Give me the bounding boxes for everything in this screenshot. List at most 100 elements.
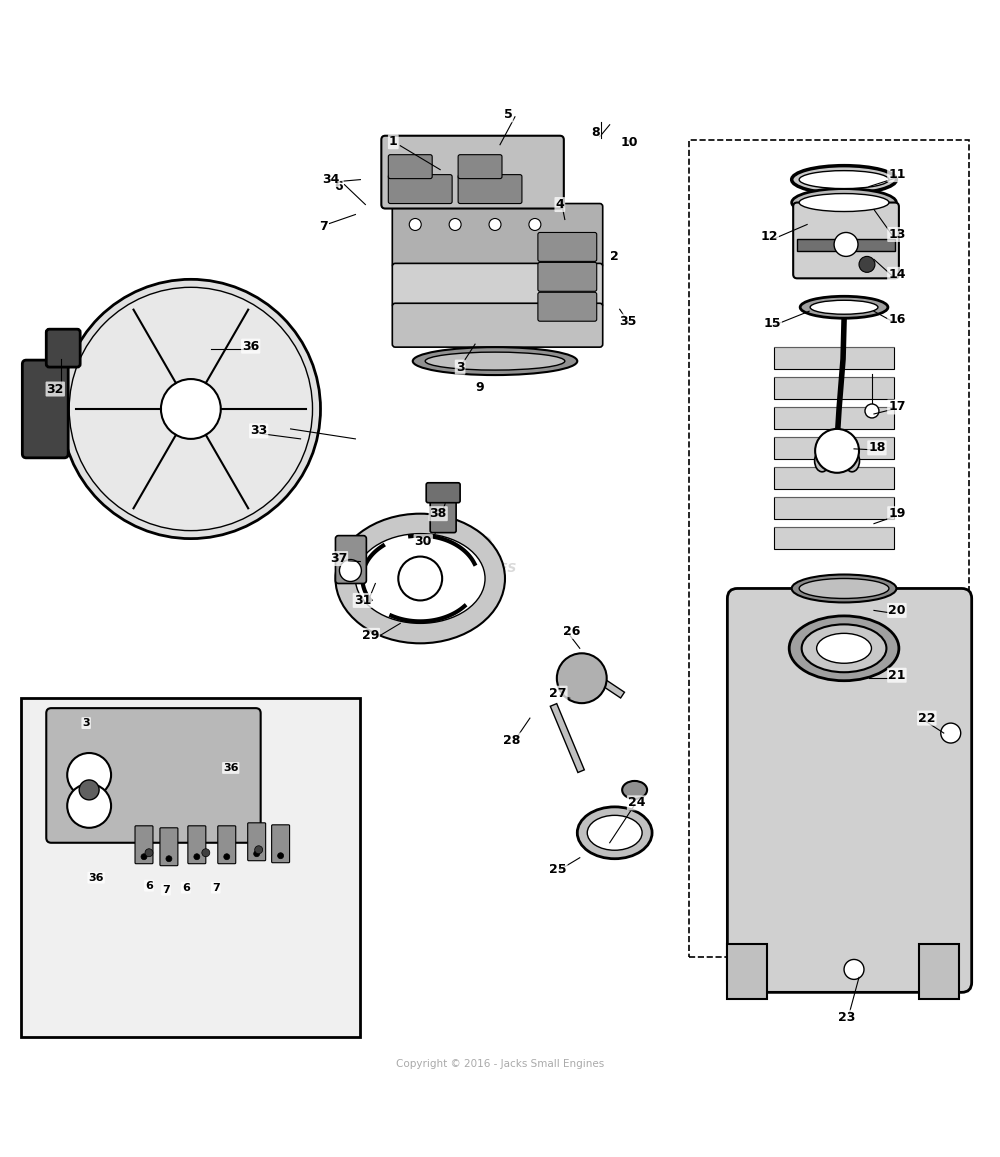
Text: 28: 28 — [503, 734, 521, 746]
FancyBboxPatch shape — [46, 708, 261, 842]
Text: 12: 12 — [761, 230, 778, 243]
Circle shape — [202, 849, 210, 856]
Circle shape — [398, 557, 442, 600]
Text: 20: 20 — [888, 604, 906, 617]
Ellipse shape — [335, 514, 505, 643]
Circle shape — [844, 959, 864, 979]
Circle shape — [161, 379, 221, 439]
Text: 33: 33 — [250, 425, 267, 437]
Text: 32: 32 — [47, 383, 64, 396]
Circle shape — [859, 257, 875, 272]
Ellipse shape — [802, 625, 886, 672]
FancyBboxPatch shape — [458, 175, 522, 204]
FancyBboxPatch shape — [388, 175, 452, 204]
Text: 7: 7 — [212, 883, 220, 893]
Text: 16: 16 — [888, 312, 906, 326]
Bar — [774, 496, 894, 518]
Bar — [727, 944, 767, 1000]
Circle shape — [79, 780, 99, 799]
Ellipse shape — [815, 450, 830, 472]
Ellipse shape — [587, 816, 642, 850]
Text: 7: 7 — [319, 220, 328, 233]
Text: SMALL ENGINES: SMALL ENGINES — [403, 562, 517, 575]
FancyBboxPatch shape — [22, 360, 68, 458]
Circle shape — [529, 219, 541, 230]
Circle shape — [815, 429, 859, 473]
Text: 14: 14 — [888, 268, 906, 281]
Circle shape — [557, 654, 607, 703]
Text: 6: 6 — [334, 180, 343, 193]
FancyBboxPatch shape — [538, 263, 597, 292]
Bar — [774, 377, 894, 399]
Text: 36: 36 — [88, 872, 104, 883]
Circle shape — [409, 219, 421, 230]
Text: 11: 11 — [888, 168, 906, 182]
Text: 34: 34 — [322, 174, 339, 186]
Text: 3: 3 — [82, 718, 90, 728]
Circle shape — [145, 849, 153, 856]
Text: 6: 6 — [145, 880, 153, 891]
Ellipse shape — [799, 193, 889, 212]
Ellipse shape — [622, 781, 647, 798]
Bar — [689, 140, 969, 958]
FancyBboxPatch shape — [392, 204, 603, 267]
Circle shape — [449, 219, 461, 230]
Ellipse shape — [792, 165, 896, 193]
Bar — [797, 239, 895, 251]
FancyBboxPatch shape — [538, 233, 597, 261]
Text: 27: 27 — [549, 687, 567, 700]
Text: 7: 7 — [162, 885, 170, 894]
Text: Copyright © 2016 - Jacks Small Engines: Copyright © 2016 - Jacks Small Engines — [396, 1059, 604, 1069]
Text: 23: 23 — [838, 1011, 856, 1024]
FancyBboxPatch shape — [248, 823, 266, 861]
FancyBboxPatch shape — [430, 496, 456, 532]
FancyBboxPatch shape — [188, 826, 206, 864]
Text: 6: 6 — [182, 883, 190, 893]
FancyBboxPatch shape — [458, 155, 502, 178]
Text: 38: 38 — [430, 507, 447, 521]
Ellipse shape — [792, 189, 896, 216]
Bar — [774, 526, 894, 548]
Text: 18: 18 — [868, 441, 886, 455]
Circle shape — [67, 753, 111, 797]
Text: 9: 9 — [476, 381, 484, 393]
Text: 35: 35 — [619, 315, 636, 327]
Ellipse shape — [789, 616, 899, 680]
FancyBboxPatch shape — [381, 135, 564, 208]
Text: 10: 10 — [621, 137, 638, 149]
Text: 8: 8 — [591, 126, 600, 139]
Text: 26: 26 — [563, 625, 580, 638]
Bar — [919, 944, 959, 1000]
Bar — [774, 407, 894, 429]
Ellipse shape — [810, 301, 878, 315]
Bar — [774, 466, 894, 488]
FancyBboxPatch shape — [392, 303, 603, 347]
Text: 13: 13 — [888, 228, 906, 241]
Circle shape — [224, 854, 230, 860]
Text: 5: 5 — [504, 109, 512, 121]
Text: 15: 15 — [763, 317, 781, 330]
Text: 36: 36 — [223, 762, 239, 773]
Ellipse shape — [799, 578, 889, 598]
FancyBboxPatch shape — [727, 589, 972, 993]
Circle shape — [255, 846, 263, 854]
Text: 2: 2 — [610, 250, 619, 263]
FancyBboxPatch shape — [388, 155, 432, 178]
Text: 1: 1 — [389, 135, 398, 148]
Circle shape — [194, 854, 200, 860]
Circle shape — [339, 560, 361, 582]
Circle shape — [141, 854, 147, 860]
Text: 22: 22 — [918, 712, 936, 724]
Circle shape — [61, 279, 320, 539]
Ellipse shape — [577, 806, 652, 858]
Ellipse shape — [800, 296, 888, 318]
Text: 3: 3 — [456, 361, 464, 374]
Bar — [21, 698, 360, 1037]
Circle shape — [67, 784, 111, 827]
Circle shape — [166, 856, 172, 862]
Ellipse shape — [425, 352, 565, 370]
Text: 36: 36 — [242, 340, 259, 353]
Text: 30: 30 — [415, 535, 432, 548]
FancyBboxPatch shape — [135, 826, 153, 864]
FancyBboxPatch shape — [160, 827, 178, 865]
